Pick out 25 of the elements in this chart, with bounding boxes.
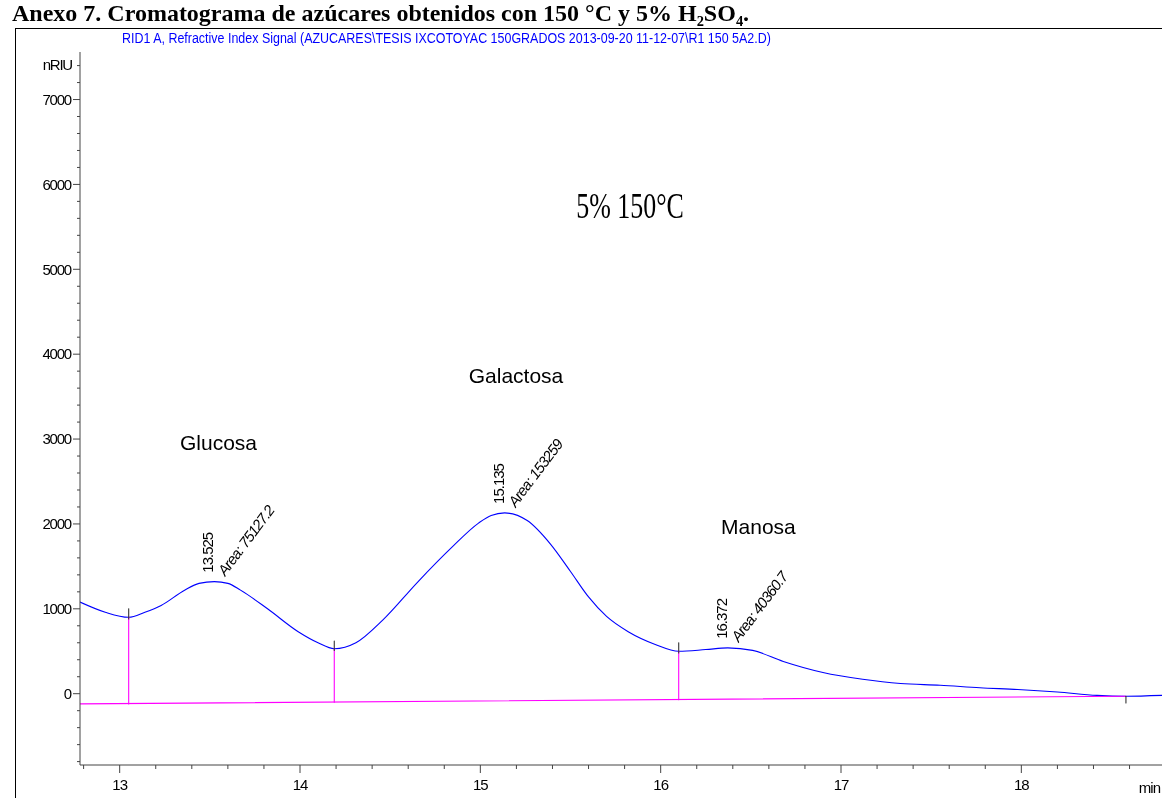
chart-subtitle: RID1 A, Refractive Index Signal (AZUCARES\TESIS IXCOTOYAC 150GRADOS 2013-09-20 11-12-07\R1 150 5A2.D) <box>122 30 771 46</box>
annotation: Glucosa <box>179 430 258 455</box>
annotation: Galactosa <box>468 363 564 388</box>
chart-title: Anexo 7. Cromatograma de azúcares obtenidos con 150 °C y 5% H₂SO₄. <box>12 0 750 26</box>
x-tick-label: 18 <box>1014 775 1030 793</box>
y-axis-title: nRIU <box>41 56 72 74</box>
y-tick-label: 1000 <box>42 600 72 618</box>
y-tick-label: 0 <box>63 684 72 702</box>
y-tick-label: 5000 <box>42 260 72 278</box>
x-tick-label: 16 <box>653 775 669 793</box>
annotation: Manosa <box>721 514 796 539</box>
x-axis-title: min <box>1137 779 1160 797</box>
annotation: 15.135 <box>489 463 507 504</box>
x-tick-label: 14 <box>292 775 309 793</box>
y-tick-label: 2000 <box>42 515 72 533</box>
x-tick-label: 13 <box>112 775 128 793</box>
x-tick-label: 15 <box>473 775 489 793</box>
y-tick-label: 6000 <box>42 175 72 193</box>
x-tick-label: 17 <box>833 775 850 793</box>
y-tick-label: 3000 <box>42 430 72 448</box>
y-tick-label: 7000 <box>42 90 72 108</box>
annotation: 16.372 <box>712 598 730 639</box>
annotation: 13.525 <box>199 532 217 573</box>
y-tick-label: 4000 <box>42 345 72 363</box>
annotation: 5% 150°C <box>575 186 684 226</box>
